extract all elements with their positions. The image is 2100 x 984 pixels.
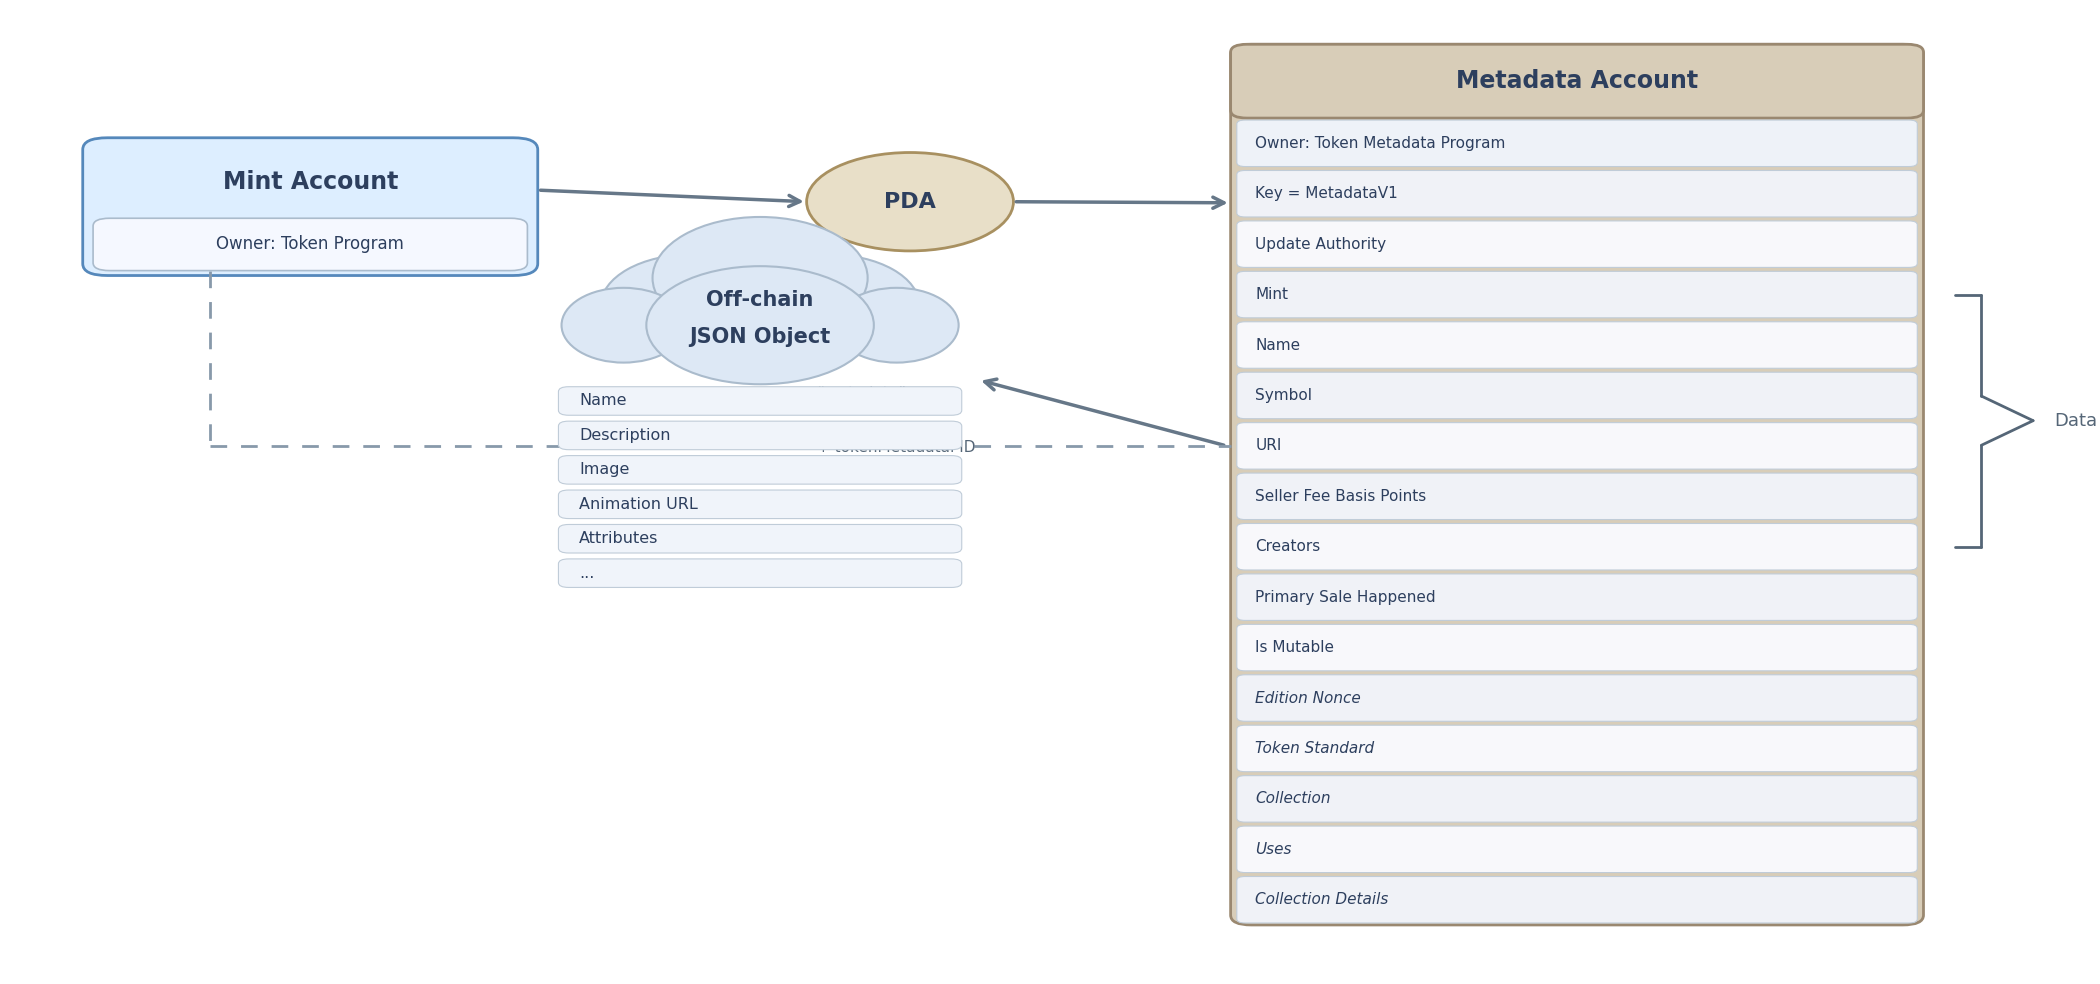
Text: + tokenMetadataPID: + tokenMetadataPID bbox=[817, 440, 976, 456]
Text: Off-chain: Off-chain bbox=[706, 289, 815, 310]
FancyBboxPatch shape bbox=[1237, 322, 1917, 368]
FancyBboxPatch shape bbox=[92, 218, 527, 271]
Text: Token Standard: Token Standard bbox=[1256, 741, 1376, 756]
Text: Description: Description bbox=[580, 428, 670, 443]
FancyBboxPatch shape bbox=[1237, 624, 1917, 671]
Ellipse shape bbox=[561, 287, 685, 362]
Text: Key = MetadataV1: Key = MetadataV1 bbox=[1256, 186, 1399, 201]
Text: Attributes: Attributes bbox=[580, 531, 659, 546]
Text: Is Mutable: Is Mutable bbox=[1256, 641, 1334, 655]
FancyBboxPatch shape bbox=[559, 490, 962, 519]
FancyBboxPatch shape bbox=[82, 138, 538, 276]
Text: Mint Account: Mint Account bbox=[223, 170, 397, 194]
FancyBboxPatch shape bbox=[1231, 44, 1924, 118]
Ellipse shape bbox=[653, 216, 867, 338]
Text: Update Authority: Update Authority bbox=[1256, 237, 1386, 252]
FancyBboxPatch shape bbox=[1237, 220, 1917, 268]
Text: Owner: Token Metadata Program: Owner: Token Metadata Program bbox=[1256, 136, 1506, 151]
Text: Symbol: Symbol bbox=[1256, 388, 1312, 402]
FancyBboxPatch shape bbox=[1237, 422, 1917, 469]
Text: Owner: Token Program: Owner: Token Program bbox=[216, 235, 403, 254]
Text: Data: Data bbox=[2054, 411, 2098, 430]
Text: Metadata Account: Metadata Account bbox=[1455, 69, 1699, 93]
Text: Edition Nonce: Edition Nonce bbox=[1256, 691, 1361, 706]
FancyBboxPatch shape bbox=[559, 456, 962, 484]
FancyBboxPatch shape bbox=[1237, 675, 1917, 721]
Text: + Mint: + Mint bbox=[817, 494, 867, 510]
Text: Seller Fee Basis Points: Seller Fee Basis Points bbox=[1256, 489, 1426, 504]
Ellipse shape bbox=[737, 254, 920, 356]
FancyBboxPatch shape bbox=[1237, 826, 1917, 873]
Text: Uses: Uses bbox=[1256, 842, 1292, 857]
FancyBboxPatch shape bbox=[1237, 775, 1917, 822]
Text: ...: ... bbox=[580, 566, 594, 581]
Ellipse shape bbox=[806, 153, 1014, 251]
Ellipse shape bbox=[601, 254, 783, 356]
Text: Animation URL: Animation URL bbox=[580, 497, 697, 512]
Text: Primary Sale Happened: Primary Sale Happened bbox=[1256, 589, 1436, 604]
FancyBboxPatch shape bbox=[1237, 120, 1917, 166]
FancyBboxPatch shape bbox=[1231, 44, 1924, 925]
FancyBboxPatch shape bbox=[1237, 372, 1917, 418]
Text: Mint: Mint bbox=[1256, 287, 1289, 302]
Text: “metadata”: “metadata” bbox=[817, 386, 907, 401]
FancyBboxPatch shape bbox=[1237, 725, 1917, 771]
FancyBboxPatch shape bbox=[1237, 574, 1917, 620]
FancyBboxPatch shape bbox=[1237, 170, 1917, 216]
Text: PDA: PDA bbox=[884, 192, 937, 212]
Ellipse shape bbox=[647, 266, 874, 384]
Text: Collection Details: Collection Details bbox=[1256, 892, 1388, 907]
FancyBboxPatch shape bbox=[1237, 523, 1917, 570]
Text: Collection: Collection bbox=[1256, 791, 1331, 806]
FancyBboxPatch shape bbox=[1237, 877, 1917, 923]
FancyBboxPatch shape bbox=[559, 421, 962, 450]
FancyBboxPatch shape bbox=[559, 559, 962, 587]
FancyBboxPatch shape bbox=[1237, 272, 1917, 318]
Ellipse shape bbox=[834, 287, 958, 362]
Text: Name: Name bbox=[1256, 338, 1300, 352]
Text: Name: Name bbox=[580, 394, 626, 408]
Text: URI: URI bbox=[1256, 439, 1281, 454]
FancyBboxPatch shape bbox=[1237, 473, 1917, 520]
Text: JSON Object: JSON Object bbox=[689, 327, 832, 347]
FancyBboxPatch shape bbox=[559, 524, 962, 553]
Text: Creators: Creators bbox=[1256, 539, 1321, 554]
Text: Image: Image bbox=[580, 462, 630, 477]
FancyBboxPatch shape bbox=[559, 387, 962, 415]
